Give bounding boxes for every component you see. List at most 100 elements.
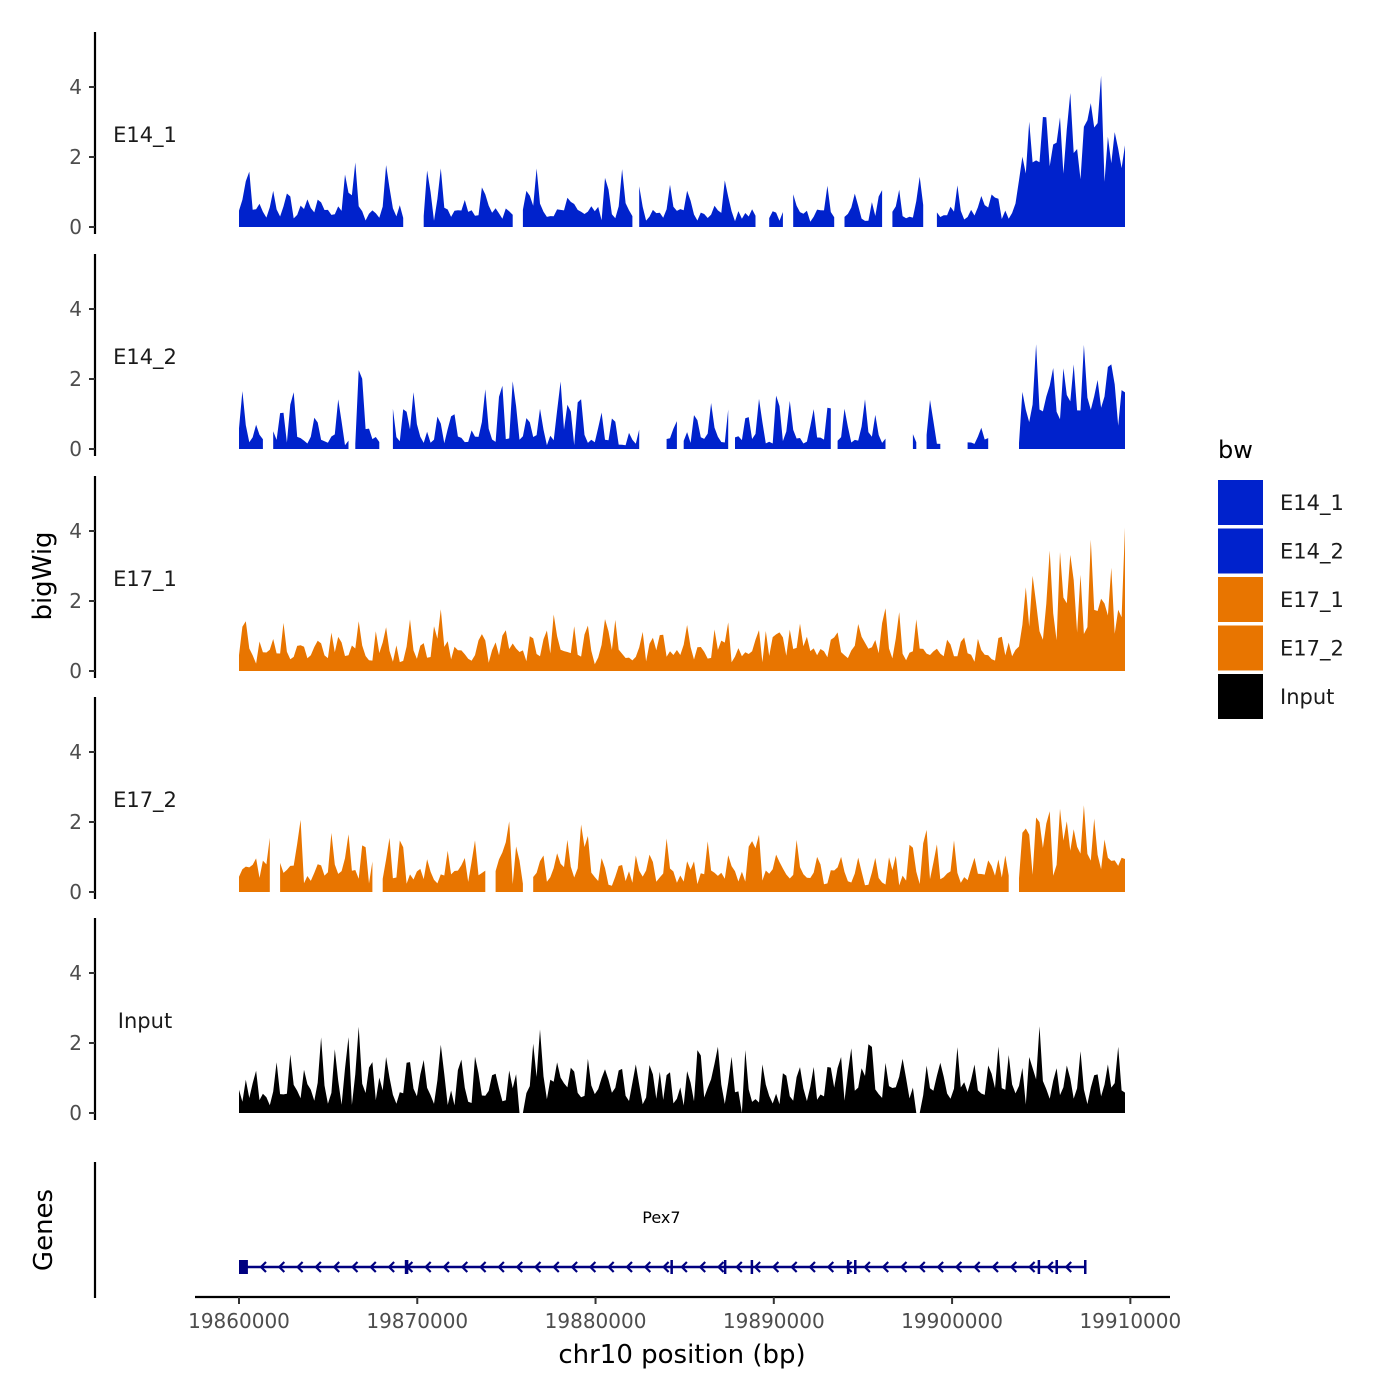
track-Input: 0 2 4 Input bbox=[69, 918, 1125, 1125]
signal-area-E17_1 bbox=[239, 527, 1125, 671]
legend-items: E14_1 E14_2 E17_1 E17_2 Input bbox=[1218, 480, 1344, 719]
strand-arrow bbox=[881, 1261, 889, 1273]
strand-arrow bbox=[1009, 1261, 1018, 1273]
x-tick-label: 19870000 bbox=[366, 1309, 468, 1333]
strand-arrow bbox=[533, 1261, 542, 1273]
signal-area-E17_2 bbox=[382, 837, 486, 892]
gene-exon bbox=[1037, 1260, 1041, 1274]
signal-area-E17_2 bbox=[280, 819, 373, 892]
strand-arrow bbox=[735, 1261, 743, 1273]
y-tick-label: 2 bbox=[69, 367, 82, 391]
signal-area-E14_1 bbox=[639, 180, 756, 227]
legend-swatch-E17_2 bbox=[1218, 625, 1263, 671]
track-label: E17_1 bbox=[113, 567, 177, 592]
signal-area-E17_2 bbox=[1019, 805, 1125, 892]
y-tick-label: 4 bbox=[69, 740, 82, 764]
strand-arrow bbox=[1064, 1261, 1072, 1273]
legend: bw E14_1 E14_2 E17_1 E17_2 Input bbox=[1218, 436, 1344, 719]
signal-area-E14_2 bbox=[666, 421, 677, 449]
gene-exon bbox=[1083, 1260, 1087, 1274]
signal-area-E14_2 bbox=[967, 427, 989, 449]
signal-area-E14_1 bbox=[522, 168, 633, 227]
strand-arrow bbox=[588, 1261, 597, 1273]
signal-area-Input bbox=[239, 1026, 1125, 1113]
x-axis-ticks: 19860000 19870000 19880000 19890000 19900000… bbox=[188, 1297, 1181, 1333]
strand-arrow bbox=[662, 1261, 670, 1273]
strand-arrow bbox=[369, 1261, 377, 1273]
legend-swatch-E14_2 bbox=[1218, 528, 1263, 574]
signal-area-E14_1 bbox=[892, 176, 924, 227]
strand-arrow bbox=[826, 1261, 835, 1273]
strand-arrow bbox=[790, 1261, 798, 1273]
strand-arrow bbox=[350, 1261, 359, 1273]
signal-area-E14_2 bbox=[683, 403, 729, 449]
gene-exon bbox=[750, 1260, 754, 1274]
strand-arrow bbox=[845, 1261, 853, 1273]
strand-arrow bbox=[936, 1261, 944, 1273]
y-axis-title: bigWig bbox=[28, 531, 58, 620]
signal-area-E14_1 bbox=[769, 211, 783, 227]
strand-arrow bbox=[424, 1261, 432, 1273]
strand-arrow bbox=[973, 1261, 981, 1273]
strand-arrow bbox=[625, 1261, 633, 1273]
strand-arrow bbox=[899, 1261, 908, 1273]
y-tick-label: 0 bbox=[69, 437, 82, 461]
strand-arrow bbox=[460, 1261, 469, 1273]
y-tick-label: 4 bbox=[69, 519, 82, 543]
signal-area-E14_1 bbox=[936, 75, 1125, 227]
strand-arrow bbox=[277, 1261, 286, 1273]
strand-arrow bbox=[259, 1261, 267, 1273]
strand-arrow bbox=[643, 1261, 652, 1273]
gene-exon bbox=[670, 1260, 673, 1274]
gene-track-panel: Genes Pex7 bbox=[29, 1162, 1087, 1298]
y-tick-label: 0 bbox=[69, 880, 82, 904]
signal-area-E14_2 bbox=[273, 392, 349, 449]
legend-swatch-E17_1 bbox=[1218, 577, 1263, 622]
gene-exon bbox=[723, 1260, 727, 1274]
signal-area-E14_1 bbox=[239, 162, 404, 227]
y-tick-label: 2 bbox=[69, 589, 82, 613]
strand-arrow bbox=[570, 1261, 578, 1273]
strand-arrow bbox=[497, 1261, 505, 1273]
x-tick-label: 19880000 bbox=[545, 1309, 647, 1333]
track-E14_2: 0 2 4 E14_2 bbox=[69, 254, 1125, 461]
gene-exon bbox=[854, 1260, 857, 1274]
signal-tracks: 0 2 4 E14_1 0 2 4 E14_2 0 2 4 E17_1 0 2 4 E17_2 0 2 4 Input bbox=[69, 32, 1125, 1125]
gene-exon bbox=[404, 1260, 409, 1274]
strand-arrow bbox=[442, 1261, 450, 1273]
x-tick-label: 19910000 bbox=[1079, 1309, 1181, 1333]
strand-arrow bbox=[1028, 1261, 1036, 1273]
strand-arrow bbox=[753, 1261, 761, 1273]
signal-area-E17_2 bbox=[533, 824, 1009, 892]
y-tick-label: 2 bbox=[69, 145, 82, 169]
signal-area-E14_2 bbox=[1019, 344, 1125, 449]
strand-arrow bbox=[918, 1261, 926, 1273]
strand-arrow bbox=[607, 1261, 615, 1273]
signal-area-E14_2 bbox=[392, 381, 640, 449]
track-E14_1: 0 2 4 E14_1 bbox=[69, 32, 1125, 239]
track-label: Input bbox=[118, 1009, 172, 1033]
y-tick-label: 0 bbox=[69, 1101, 82, 1125]
signal-area-E14_2 bbox=[355, 370, 380, 449]
gene-exon bbox=[846, 1260, 850, 1274]
x-tick-label: 19900000 bbox=[901, 1309, 1003, 1333]
x-axis: 19860000 19870000 19880000 19890000 19900000… bbox=[188, 1295, 1181, 1370]
gene-exon bbox=[1055, 1260, 1058, 1274]
strand-arrow bbox=[680, 1261, 688, 1273]
track-E17_1: 0 2 4 E17_1 bbox=[69, 476, 1125, 683]
legend-swatch-E14_1 bbox=[1218, 480, 1263, 525]
strand-arrow bbox=[515, 1261, 523, 1273]
strand-arrow bbox=[698, 1261, 706, 1273]
signal-area-E14_2 bbox=[239, 391, 263, 449]
strand-arrow bbox=[296, 1261, 304, 1273]
x-tick-label: 19890000 bbox=[723, 1309, 825, 1333]
signal-area-E14_2 bbox=[735, 395, 831, 449]
x-tick-label: 19860000 bbox=[188, 1309, 290, 1333]
signal-area-E14_1 bbox=[844, 190, 883, 227]
legend-label-E17_2: E17_2 bbox=[1280, 637, 1344, 662]
gene-track-title: Genes bbox=[29, 1189, 59, 1271]
y-tick-label: 2 bbox=[69, 810, 82, 834]
legend-label-E14_1: E14_1 bbox=[1280, 491, 1344, 516]
track-label: E14_1 bbox=[113, 123, 177, 148]
